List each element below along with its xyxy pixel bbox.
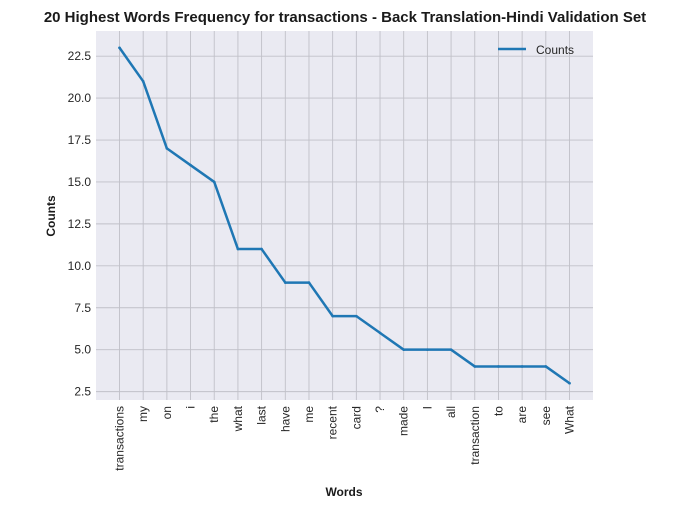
x-tick-label: card [349,406,363,429]
y-tick-label: 10.0 [68,259,92,273]
x-tick-label: i [184,406,198,409]
y-tick-label: 2.5 [74,385,91,399]
x-tick-label: on [160,406,174,419]
x-tick-labels: transactions my on i the what last have me recent… [113,405,577,470]
x-tick-label: made [397,406,411,436]
y-tick-label: 5.0 [74,343,91,357]
x-tick-label: recent [326,405,340,439]
legend-label: Counts [536,43,574,57]
x-tick-label: I [420,406,434,409]
data-point [402,348,406,351]
x-tick-label: to [491,406,505,416]
x-tick-label: all [444,406,458,418]
data-point [497,365,500,368]
data-point [331,314,334,318]
x-tick-label: What [563,405,577,434]
series-line [118,46,571,385]
data-point [378,331,382,335]
data-point [283,281,287,284]
data-point [141,80,145,83]
x-axis-label: Words [325,485,362,499]
y-tick-label: 22.5 [68,49,92,63]
data-point [355,314,358,318]
data-point [189,163,192,167]
data-point [236,247,240,251]
y-tick-labels: 2.5 5.0 7.5 10.0 12.5 15.0 17.5 20.0 22.5 [68,49,92,398]
x-tick-label: transactions [113,406,127,471]
data-point [260,247,263,251]
series-layer [118,46,571,385]
y-tick-label: 7.5 [74,301,91,315]
x-tick-label: ? [373,406,387,413]
chart-title: 20 Highest Words Frequency for transacti… [44,9,646,26]
x-tick-label: what [231,405,245,432]
data-point [544,365,548,368]
legend: Counts [498,43,574,57]
data-point [426,348,429,351]
x-tick-label: are [515,406,529,424]
x-tick-label: transaction [468,406,482,465]
y-axis-label: Counts [44,195,58,237]
y-tick-label: 12.5 [68,217,92,231]
data-point [165,147,169,150]
data-point [520,365,524,368]
x-tick-label: the [207,406,221,423]
data-point [307,281,311,284]
x-tick-label: my [136,406,150,422]
x-tick-label: have [278,406,292,432]
y-tick-label: 20.0 [68,91,92,105]
data-point [473,365,477,368]
data-point [449,348,453,351]
data-point [568,381,571,385]
y-tick-label: 17.5 [68,133,92,147]
data-point [118,46,121,50]
y-gridlines [96,55,593,393]
plot-area [96,31,593,400]
y-tick-label: 15.0 [68,175,92,189]
data-point [212,180,216,184]
x-tick-label: last [255,405,269,424]
x-tick-label: me [302,406,316,423]
x-gridlines [119,31,570,400]
x-tick-label: see [539,406,553,426]
